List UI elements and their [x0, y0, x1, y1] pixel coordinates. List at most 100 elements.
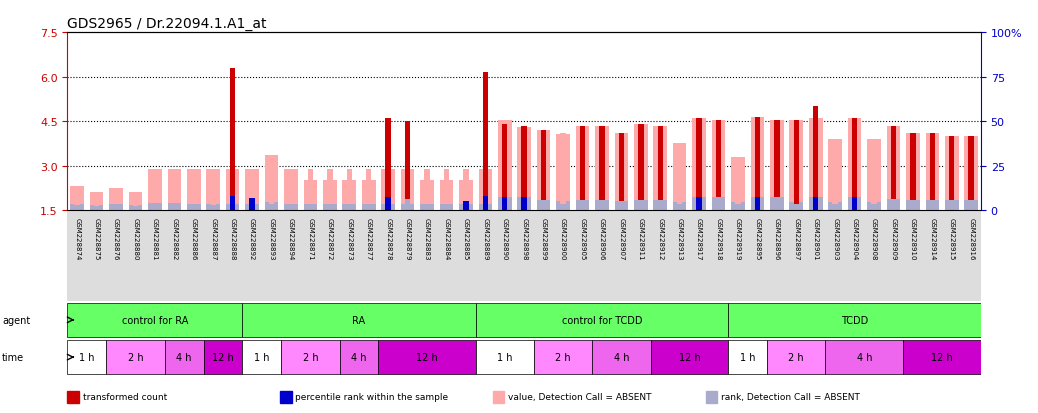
Text: GSM228903: GSM228903: [832, 218, 838, 260]
Text: 2 h: 2 h: [789, 352, 804, 362]
Bar: [774, 197, 780, 211]
Bar: [425, 169, 430, 211]
Text: GSM228907: GSM228907: [619, 218, 625, 260]
Bar: [614, 201, 628, 211]
Bar: [211, 205, 216, 211]
Bar: [339, 340, 379, 374]
Text: GSM228908: GSM228908: [871, 218, 877, 260]
Bar: [945, 200, 958, 211]
Bar: [148, 169, 162, 211]
Text: GSM228873: GSM228873: [347, 218, 352, 260]
Text: GSM228879: GSM228879: [405, 218, 411, 260]
Text: GSM228888: GSM228888: [229, 218, 236, 260]
Bar: [379, 340, 475, 374]
Bar: [327, 169, 332, 211]
Text: GSM228886: GSM228886: [191, 218, 197, 260]
Bar: [93, 206, 100, 211]
Bar: [249, 169, 254, 211]
Text: GSM228915: GSM228915: [949, 218, 955, 260]
Bar: [595, 200, 608, 211]
Text: 2 h: 2 h: [555, 352, 571, 362]
Bar: [556, 135, 570, 211]
Bar: [93, 196, 100, 211]
Bar: [483, 197, 488, 211]
Bar: [106, 340, 165, 374]
Bar: [187, 204, 200, 211]
Bar: [90, 206, 104, 211]
Text: 12 h: 12 h: [931, 352, 953, 362]
Bar: [521, 197, 527, 211]
Text: GSM228871: GSM228871: [307, 218, 313, 260]
Bar: [906, 200, 920, 211]
Bar: [207, 205, 220, 211]
Text: GSM228880: GSM228880: [133, 218, 138, 260]
Bar: [750, 117, 764, 211]
Bar: [187, 169, 200, 211]
Bar: [425, 204, 430, 211]
Bar: [167, 169, 182, 211]
Text: rank, Detection Call = ABSENT: rank, Detection Call = ABSENT: [721, 392, 859, 401]
Bar: [243, 303, 475, 337]
Bar: [245, 169, 258, 211]
Text: GSM228882: GSM228882: [171, 218, 177, 260]
Bar: [906, 134, 920, 211]
Bar: [561, 134, 566, 211]
Text: GSM228905: GSM228905: [579, 218, 585, 260]
Text: 1 h: 1 h: [740, 352, 756, 362]
Bar: [619, 201, 624, 211]
Bar: [307, 169, 313, 211]
Bar: [910, 200, 916, 211]
Text: GSM228896: GSM228896: [774, 218, 780, 260]
Bar: [634, 200, 648, 211]
Bar: [716, 120, 721, 211]
Bar: [289, 204, 294, 211]
Bar: [576, 200, 590, 211]
Bar: [303, 204, 318, 211]
Bar: [133, 206, 138, 211]
Text: GSM228897: GSM228897: [793, 218, 799, 260]
Bar: [832, 169, 838, 211]
Bar: [129, 193, 142, 211]
Bar: [249, 199, 254, 211]
Bar: [281, 340, 339, 374]
Bar: [541, 200, 546, 211]
Bar: [148, 203, 162, 211]
Bar: [203, 340, 243, 374]
Bar: [755, 117, 760, 211]
Text: 12 h: 12 h: [416, 352, 438, 362]
Bar: [366, 204, 372, 211]
Text: GSM228906: GSM228906: [599, 218, 605, 260]
Text: GSM228881: GSM228881: [152, 218, 158, 260]
Text: GSM228909: GSM228909: [891, 218, 897, 260]
Text: GSM228911: GSM228911: [637, 218, 644, 260]
Bar: [556, 202, 570, 211]
Bar: [828, 202, 842, 211]
Bar: [167, 203, 182, 211]
Bar: [289, 169, 294, 211]
Bar: [654, 126, 667, 211]
Bar: [809, 198, 822, 211]
Text: GSM228875: GSM228875: [93, 218, 100, 260]
Bar: [886, 126, 900, 211]
Bar: [964, 200, 978, 211]
Bar: [537, 131, 550, 211]
Text: RA: RA: [353, 315, 365, 325]
Bar: [945, 137, 958, 211]
Bar: [517, 128, 531, 211]
Bar: [133, 196, 138, 211]
Bar: [420, 181, 434, 211]
Text: 2 h: 2 h: [303, 352, 319, 362]
Text: GSM228914: GSM228914: [929, 218, 935, 260]
Bar: [809, 119, 822, 211]
Bar: [638, 200, 644, 211]
Bar: [735, 204, 741, 211]
Bar: [930, 134, 935, 211]
Bar: [848, 198, 862, 211]
Bar: [692, 197, 706, 211]
Bar: [968, 137, 974, 211]
Text: GSM228913: GSM228913: [677, 218, 683, 260]
Bar: [561, 204, 566, 211]
Text: GSM228916: GSM228916: [968, 218, 975, 260]
Bar: [226, 169, 240, 211]
Bar: [657, 200, 663, 211]
